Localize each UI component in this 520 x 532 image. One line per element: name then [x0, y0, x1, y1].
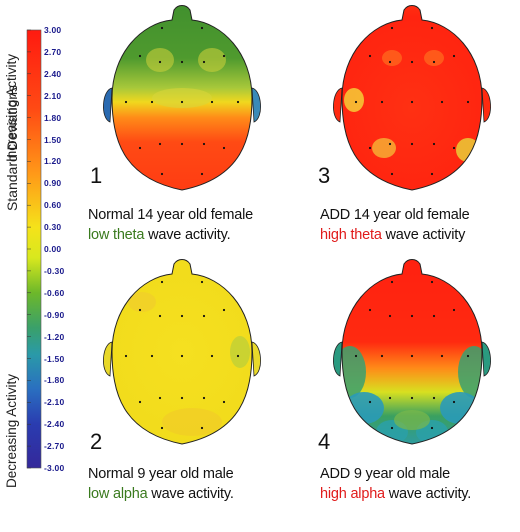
caption-4-line1: ADD 9 year old male	[320, 466, 450, 482]
colorbar-tick-label: 0.60	[44, 200, 62, 211]
left-ear	[103, 87, 113, 123]
left-ear	[333, 341, 343, 377]
caption-1-highlight: low theta	[88, 227, 145, 243]
caption-3-line2: high theta wave activity	[320, 227, 465, 243]
caption-3-rest: wave activity	[381, 227, 466, 243]
caption-3-highlight: high theta	[320, 227, 382, 243]
caption-1-line1: Normal 14 year old female	[88, 207, 254, 223]
head-map-2	[103, 259, 261, 445]
colorbar-tick-label: -2.10	[44, 397, 65, 408]
caption-4-line2: high alpha wave activity.	[320, 486, 471, 502]
panel-number-4: 4	[318, 429, 331, 454]
right-ear	[251, 87, 261, 123]
caption-4-highlight: high alpha	[320, 486, 385, 502]
colorbar-tick-label: -0.30	[44, 265, 65, 276]
left-ear	[103, 341, 113, 377]
colorbar-ticks	[27, 29, 31, 469]
colorbar-tick-label: -0.60	[44, 287, 65, 298]
electrodes	[124, 280, 240, 430]
head-outline	[341, 259, 483, 445]
right-ear	[481, 341, 491, 377]
right-ear	[251, 341, 261, 377]
left-ear	[333, 87, 343, 123]
head-outline	[341, 5, 483, 191]
caption-2-rest: wave activity.	[147, 486, 234, 502]
panel-number-2: 2	[90, 429, 103, 454]
colorbar-tick-label: 0.90	[44, 178, 62, 189]
colorbar-tick-label: 2.10	[44, 90, 62, 101]
electrodes	[124, 26, 240, 176]
electrodes	[354, 26, 470, 176]
colorbar-tick-label: 1.20	[44, 156, 62, 167]
caption-2-highlight: low alpha	[88, 486, 148, 502]
head-map-4	[333, 259, 491, 445]
caption-1-rest: wave activity.	[144, 227, 231, 243]
colorbar-tick-label: -2.40	[44, 419, 65, 430]
colorbar-tick-label: -2.70	[44, 441, 65, 452]
caption-2-line2: low alpha wave activity.	[88, 486, 234, 502]
colorbar-tick-label: 1.50	[44, 134, 62, 145]
panel-number-1: 1	[90, 163, 103, 188]
colorbar-tick-label: 2.40	[44, 68, 62, 79]
right-ear	[481, 87, 491, 123]
increasing-activity-label: Increasing Activity	[4, 53, 19, 162]
colorbar-tick-label: -1.50	[44, 353, 65, 364]
head-outline	[111, 5, 253, 191]
caption-1-line2: low theta wave activity.	[88, 227, 231, 243]
colorbar-tick-label: 0.00	[44, 244, 62, 254]
panel-number-3: 3	[318, 163, 331, 188]
colorbar-tick-label: 0.30	[44, 222, 62, 233]
colorbar-tick-label: -1.20	[44, 331, 65, 342]
decreasing-activity-label: Decreasing Activity	[4, 373, 19, 488]
head-map-1	[103, 5, 261, 191]
colorbar-tick-label: -0.90	[44, 309, 65, 320]
colorbar-tick-label: -3.00	[44, 463, 65, 473]
colorbar-tick-label: 2.70	[44, 46, 62, 57]
electrodes	[354, 280, 470, 430]
caption-2-line1: Normal 9 year old male	[88, 466, 234, 482]
colorbar-tick-label: 1.80	[44, 112, 62, 123]
colorbar-tick-label: 3.00	[44, 25, 62, 35]
head-outline	[111, 259, 253, 445]
head-map-3	[333, 5, 491, 191]
caption-4-rest: wave activity.	[384, 486, 472, 502]
colorbar-tick-label: -1.80	[44, 375, 65, 386]
caption-3-line1: ADD 14 year old female	[320, 207, 470, 223]
